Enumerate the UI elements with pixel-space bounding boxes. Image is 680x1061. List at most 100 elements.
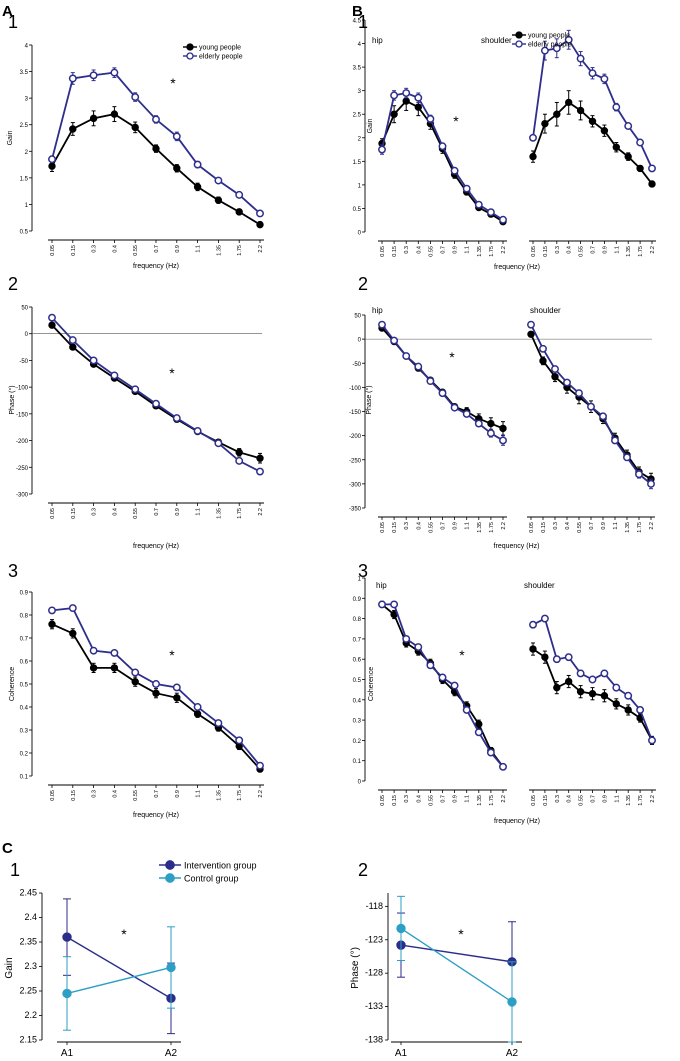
legend-label-elderly: elderly people <box>199 54 243 61</box>
series-line-elderly <box>532 38 653 169</box>
data-point-young <box>541 119 549 128</box>
data-point-young <box>539 357 547 365</box>
data-point-elderly <box>450 166 459 175</box>
data-point-young <box>48 620 56 628</box>
chart-b2: 2 50 0 -50 -100 -150 -200 -250 -300 -350 Phase (°)… <box>349 274 655 550</box>
data-point-young <box>131 678 139 686</box>
series-elderly <box>378 87 507 224</box>
series-elderly <box>527 320 655 490</box>
y-tick-label: 0.3 <box>353 719 362 725</box>
chart-b1: 1 0 0.5 1 1.5 2 2.5 3 3.5 4 4.5 Gain 0.05 0.15 0.3 0.4 0… <box>353 12 656 271</box>
panel-number-b3: 3 <box>358 561 368 581</box>
y-tick-label: 0.8 <box>353 617 362 623</box>
y-tick-label: 0.3 <box>20 729 29 735</box>
x-tick-label: 0.7 <box>591 795 597 803</box>
x-tick-label: 0.4 <box>565 522 571 530</box>
x-tick-label: 0.15 <box>71 245 77 256</box>
x-tick-label: 0.3 <box>92 790 98 798</box>
data-point-young <box>553 110 561 118</box>
data-point-young <box>541 653 549 661</box>
y-tick-label: 0.7 <box>353 637 362 643</box>
x-tick-label: 0.3 <box>404 522 410 530</box>
y-tick-label: -100 <box>16 386 29 392</box>
series-intervention <box>396 912 517 1003</box>
data-point-elderly <box>402 89 411 97</box>
data-point-elderly <box>378 600 386 609</box>
data-point-young <box>624 152 632 161</box>
data-point-elderly <box>474 419 483 428</box>
y-tick-label: -138 <box>365 1035 383 1045</box>
y-tick-label: 0.6 <box>353 658 362 664</box>
data-point-young <box>588 117 597 125</box>
y-tick-label: 0.4 <box>353 698 362 704</box>
x-tick-label: 1.75 <box>237 790 243 801</box>
x-tick-label: 0.55 <box>428 522 434 533</box>
data-point-elderly <box>564 35 573 44</box>
data-point-elderly <box>563 378 571 387</box>
x-tick-label: 0.15 <box>392 795 398 806</box>
x-tick-label: 0.3 <box>404 246 410 254</box>
x-axis-label: frequency (Hz) <box>494 264 540 271</box>
y-axis-label: Gain <box>7 131 14 146</box>
data-point-young <box>131 123 139 132</box>
panel-number-a3: 3 <box>8 561 18 581</box>
x-tick-label: 0.3 <box>555 246 561 254</box>
y-tick-label: 2.25 <box>19 986 37 996</box>
x-tick-label: 0.3 <box>404 795 410 803</box>
x-tick-label: 0.4 <box>416 795 422 803</box>
y-tick-label: -200 <box>16 439 29 445</box>
y-tick-label: 2.4 <box>24 912 37 922</box>
data-point-elderly <box>499 762 507 771</box>
data-point-young <box>529 645 537 653</box>
x-tick-label: 2.2 <box>258 790 264 798</box>
group-label-shoulder: shoulder <box>530 306 561 315</box>
data-point-young <box>256 454 264 462</box>
data-point-young <box>89 114 98 123</box>
data-point-control <box>396 923 406 934</box>
data-point-elderly <box>152 680 160 688</box>
data-point-young <box>565 98 573 107</box>
x-tick-label: A2 <box>165 1048 178 1059</box>
chart-b3: 3 0 0.1 0.2 0.3 0.4 0.5 0.6 0.7 0.8 0.9 1 Coherence 0… <box>353 561 656 825</box>
y-tick-label: 0.7 <box>20 637 29 643</box>
series-young <box>48 321 264 464</box>
data-point-young <box>529 152 537 161</box>
data-point-elderly <box>110 68 119 77</box>
panel-number-c2: 2 <box>358 860 368 880</box>
series-elderly <box>48 67 264 218</box>
data-point-young <box>588 690 597 698</box>
data-point-elderly <box>575 389 583 398</box>
x-tick-label: 1.75 <box>637 522 643 533</box>
y-tick-label: 0.9 <box>20 591 29 597</box>
x-tick-label: 0.7 <box>589 522 595 530</box>
y-axis-label: Gain <box>367 119 374 134</box>
data-point-elderly <box>588 675 597 684</box>
series-line-elderly <box>381 92 504 221</box>
panel-label-A: A <box>2 3 13 20</box>
x-tick-label: 1.35 <box>216 245 222 256</box>
legend-marker-control <box>165 873 175 883</box>
series-line-intervention <box>400 944 513 963</box>
data-point-young <box>600 127 609 135</box>
data-point-elderly <box>611 436 619 445</box>
data-point-elderly <box>256 209 264 218</box>
data-point-control <box>166 962 176 973</box>
data-point-elderly <box>426 114 435 123</box>
legend-label-intervention: Intervention group <box>184 861 257 871</box>
y-tick-label: 0.6 <box>20 660 29 666</box>
data-point-elderly <box>89 71 98 80</box>
y-tick-label: -118 <box>366 901 383 911</box>
data-point-elderly <box>172 132 181 141</box>
data-point-young <box>576 687 585 696</box>
y-tick-label: 0.5 <box>353 207 362 213</box>
series-line-control <box>400 927 513 1003</box>
series-line-elderly <box>51 317 261 473</box>
x-tick-label: 0.55 <box>577 522 583 533</box>
x-tick-label: 1.1 <box>196 790 202 798</box>
series-line-intervention <box>66 936 172 999</box>
y-axis-label: Gain <box>4 957 15 978</box>
x-tick-label: 0.55 <box>579 795 585 806</box>
data-point-elderly <box>486 429 495 438</box>
significance-star: * <box>121 926 127 942</box>
data-point-young <box>110 664 119 672</box>
